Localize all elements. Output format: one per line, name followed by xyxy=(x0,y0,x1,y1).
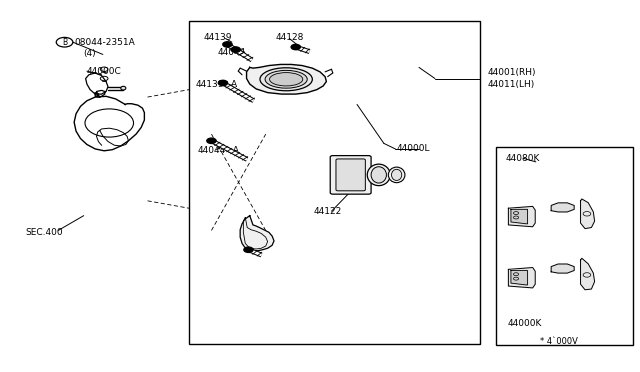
Circle shape xyxy=(218,80,228,86)
Polygon shape xyxy=(551,203,574,212)
Text: 44011(LH): 44011(LH) xyxy=(487,80,534,89)
Ellipse shape xyxy=(367,164,390,186)
Polygon shape xyxy=(580,258,595,290)
Circle shape xyxy=(244,247,253,253)
Bar xyxy=(495,147,633,345)
Text: 44122: 44122 xyxy=(314,208,342,217)
Text: 08044-2351A: 08044-2351A xyxy=(74,38,135,47)
Polygon shape xyxy=(240,216,274,251)
Polygon shape xyxy=(551,264,574,273)
Ellipse shape xyxy=(392,169,402,180)
Text: 44000K: 44000K xyxy=(507,320,541,328)
Text: B: B xyxy=(62,38,67,47)
Text: 44000L: 44000L xyxy=(397,144,430,153)
Text: 44001(RH): 44001(RH) xyxy=(487,68,536,77)
Ellipse shape xyxy=(371,167,387,183)
Ellipse shape xyxy=(265,70,307,88)
Polygon shape xyxy=(508,206,535,227)
Polygon shape xyxy=(511,209,527,224)
Text: 44044: 44044 xyxy=(218,48,246,57)
Text: 44139+A: 44139+A xyxy=(195,80,237,89)
Circle shape xyxy=(207,138,216,144)
Polygon shape xyxy=(580,199,595,229)
Polygon shape xyxy=(246,64,326,94)
Text: * 4`000V: * 4`000V xyxy=(540,337,578,346)
Circle shape xyxy=(223,42,232,47)
Circle shape xyxy=(291,44,300,50)
Ellipse shape xyxy=(388,167,405,183)
Polygon shape xyxy=(508,267,535,288)
FancyBboxPatch shape xyxy=(336,159,365,191)
FancyBboxPatch shape xyxy=(330,155,371,194)
Text: 44139: 44139 xyxy=(204,33,232,42)
Ellipse shape xyxy=(121,86,126,90)
Polygon shape xyxy=(511,270,527,285)
Ellipse shape xyxy=(269,73,303,86)
Text: 44080K: 44080K xyxy=(505,154,540,163)
Text: 44044+A: 44044+A xyxy=(197,146,239,155)
Text: 44128: 44128 xyxy=(275,33,303,42)
Bar xyxy=(189,21,479,343)
Circle shape xyxy=(231,47,240,52)
Text: (4): (4) xyxy=(84,49,97,58)
Text: 44000C: 44000C xyxy=(87,67,122,76)
Ellipse shape xyxy=(260,68,312,91)
Text: SEC.400: SEC.400 xyxy=(25,228,63,237)
